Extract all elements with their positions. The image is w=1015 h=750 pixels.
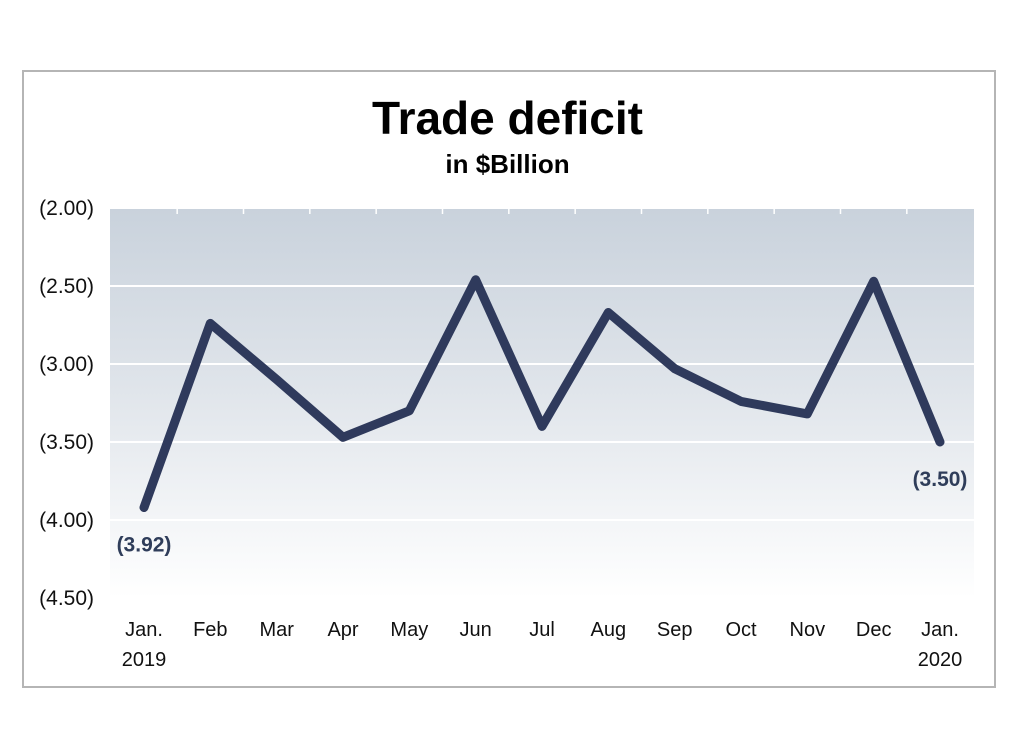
x-tick-label: Jul xyxy=(529,619,555,641)
x-tick-label: Sep xyxy=(657,619,693,641)
x-tick-label: Nov xyxy=(790,619,826,641)
data-point xyxy=(275,378,278,381)
x-tick-label: Mar xyxy=(259,619,294,641)
data-label: (3.50) xyxy=(913,468,968,491)
chart-subtitle: in $Billion xyxy=(445,149,570,179)
y-tick-label: (4.50) xyxy=(39,587,94,610)
data-point xyxy=(408,409,411,412)
data-point xyxy=(740,400,742,403)
x-tick-label: Jun xyxy=(460,619,492,641)
data-point xyxy=(673,367,676,370)
y-tick-label: (2.50) xyxy=(39,275,94,298)
x-tick-label: Apr xyxy=(327,619,358,641)
x-tick-label: Jan. 2019 xyxy=(122,619,167,671)
data-point xyxy=(607,311,610,314)
x-tick-label: Aug xyxy=(591,619,627,641)
y-tick-label: (2.00) xyxy=(39,197,94,220)
y-tick-label: (3.00) xyxy=(39,353,94,376)
x-tick-label: Oct xyxy=(725,619,757,641)
data-point xyxy=(541,425,543,428)
data-point xyxy=(209,322,212,325)
y-tick-label: (3.50) xyxy=(39,431,94,454)
x-tick-label: Feb xyxy=(193,619,227,641)
data-point xyxy=(342,436,344,439)
data-label: (3.92) xyxy=(117,534,172,557)
data-point xyxy=(872,280,875,283)
x-tick-label: Dec xyxy=(856,619,892,641)
chart-title: Trade deficit xyxy=(372,92,643,144)
data-point xyxy=(474,278,477,281)
data-point xyxy=(143,506,145,509)
plot-area xyxy=(110,208,974,598)
x-tick-label: Jan. 2020 xyxy=(918,619,963,671)
data-point xyxy=(806,412,809,415)
data-point xyxy=(939,441,941,443)
x-tick-label: May xyxy=(390,619,428,641)
y-tick-label: (4.00) xyxy=(39,509,94,532)
